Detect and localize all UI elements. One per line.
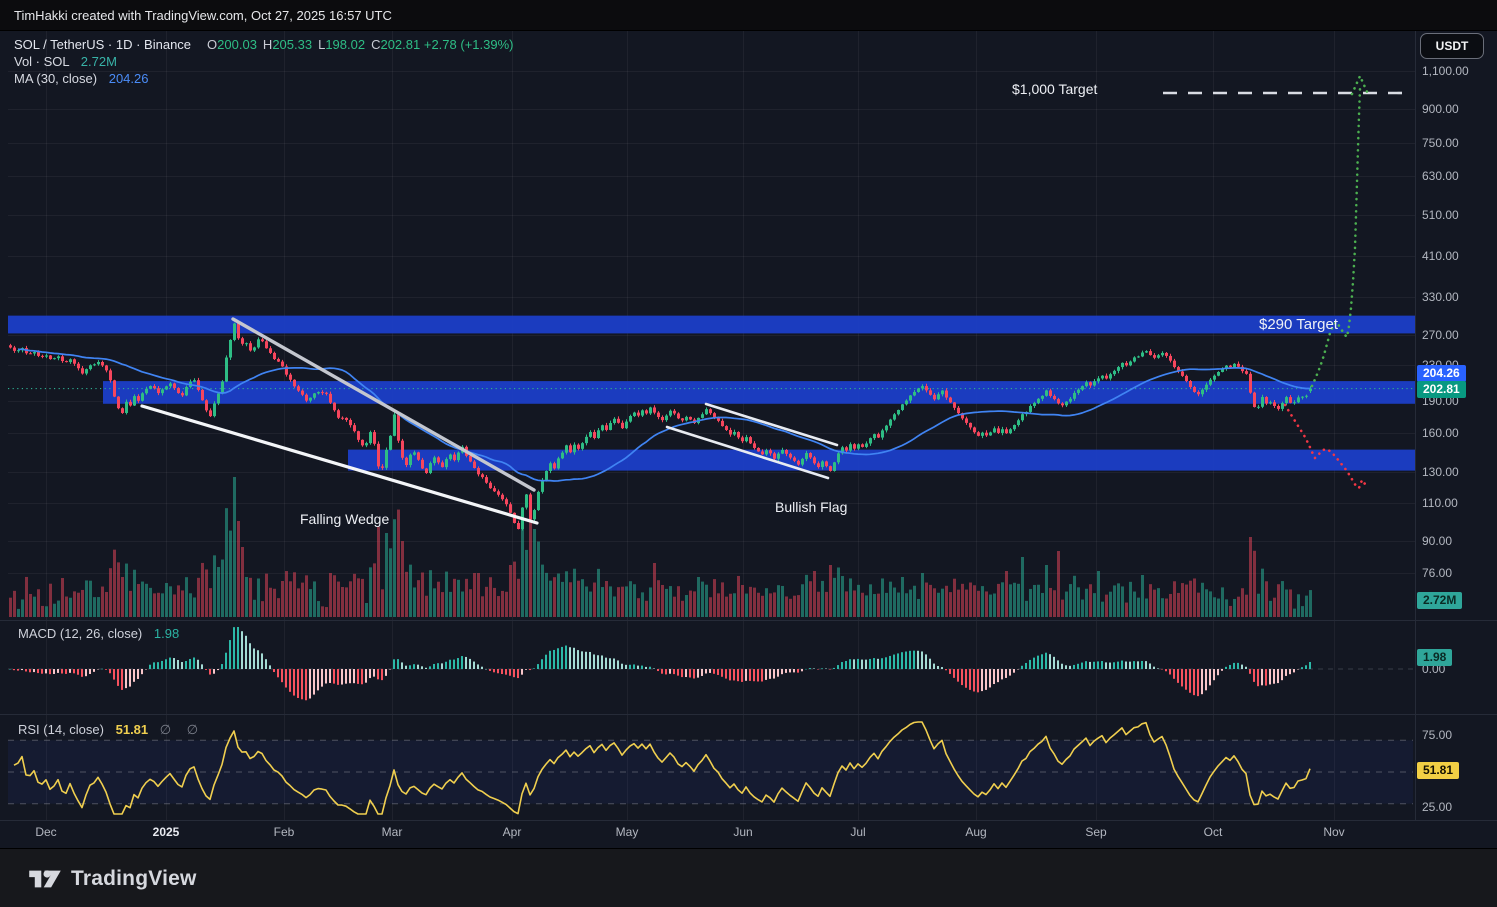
macd-value: 1.98: [153, 626, 180, 641]
time-tick: Apr: [502, 825, 522, 839]
tradingview-brand[interactable]: TradingView: [28, 866, 197, 892]
price-tick: 1,100.00: [1422, 64, 1469, 78]
time-tick: Feb: [273, 825, 295, 839]
time-tick: Dec: [35, 825, 57, 839]
macd-legend[interactable]: MACD (12, 26, close) 1.98: [18, 626, 179, 641]
time-tick: Nov: [1323, 825, 1345, 839]
open-value: 200.03: [217, 37, 257, 52]
symbol-row[interactable]: SOL / TetherUS · 1D · Binance O200.03 H205…: [14, 36, 513, 53]
chart-legend[interactable]: SOL / TetherUS · 1D · Binance O200.03 H205…: [14, 36, 513, 87]
indicator-tick: 75.00: [1422, 728, 1453, 742]
price-tick: 750.00: [1422, 135, 1459, 150]
volume-row[interactable]: Vol · SOL 2.72M: [14, 53, 513, 70]
low-value: 198.02: [325, 37, 366, 52]
price-tick: 76.00: [1422, 565, 1453, 580]
high-label: H: [262, 37, 273, 52]
attribution-bar: TimHakki created with TradingView.com, O…: [0, 0, 1497, 31]
time-tick: 2025: [152, 825, 180, 839]
close-value: 202.81: [380, 37, 421, 52]
price-tick: 270.00: [1422, 327, 1459, 342]
rsi-value: 51.81: [115, 722, 149, 737]
target-290-annotation[interactable]: $290 Target: [1259, 316, 1338, 333]
tradingview-wordmark: TradingView: [71, 866, 197, 890]
time-tick: May: [615, 825, 639, 839]
price-tick: 410.00: [1422, 249, 1459, 264]
time-tick: Oct: [1203, 825, 1223, 839]
price-tick: 90.00: [1422, 534, 1453, 549]
time-tick: Aug: [965, 825, 987, 839]
change-value: +2.78 (+1.39%): [423, 37, 514, 52]
axis-value-label: 202.81: [1417, 381, 1466, 398]
time-tick: Jul: [850, 825, 866, 839]
time-tick: Mar: [381, 825, 403, 839]
price-tick: 630.00: [1422, 168, 1459, 183]
axis-value-label: 2.72M: [1417, 592, 1463, 609]
price-tick: 900.00: [1422, 101, 1459, 116]
high-value: 205.33: [272, 37, 313, 52]
macd-label[interactable]: MACD (12, 26, close): [18, 626, 143, 641]
open-label: O: [207, 37, 218, 52]
rsi-legend[interactable]: RSI (14, close) 51.81 ∅ ∅: [18, 722, 204, 738]
axis-value-label: 1.98: [1417, 649, 1453, 666]
price-tick: 160.00: [1422, 426, 1459, 441]
volume-value: 2.72M: [80, 54, 117, 69]
falling-wedge-annotation[interactable]: Falling Wedge: [300, 511, 390, 527]
axis-value-label: 51.81: [1417, 762, 1460, 779]
bullish-flag-annotation[interactable]: Bullish Flag: [775, 499, 848, 515]
volume-label[interactable]: Vol · SOL: [14, 54, 70, 69]
attribution-text: TimHakki created with TradingView.com, O…: [14, 7, 392, 23]
rsi-hidden-values: ∅ ∅: [159, 722, 205, 737]
ma-value: 204.26: [108, 71, 149, 86]
symbol-title[interactable]: SOL / TetherUS · 1D · Binance: [14, 37, 192, 52]
close-label: C: [371, 37, 381, 52]
bottom-brand-bar: TradingView: [0, 848, 1497, 907]
ma-label[interactable]: MA (30, close): [14, 71, 98, 86]
price-tick: 510.00: [1422, 208, 1459, 223]
axis-value-label: 204.26: [1417, 365, 1466, 382]
time-tick: Sep: [1085, 825, 1107, 839]
price-tick: 110.00: [1422, 496, 1458, 511]
rsi-label[interactable]: RSI (14, close): [18, 722, 104, 737]
target-1000-annotation[interactable]: $1,000 Target: [1012, 81, 1098, 97]
price-tick: 130.00: [1422, 465, 1459, 480]
tradingview-logo-icon: [29, 869, 61, 887]
time-tick: Jun: [733, 825, 753, 839]
currency-toggle-button[interactable]: USDT: [1420, 33, 1484, 59]
indicator-tick: 25.00: [1422, 800, 1453, 814]
low-label: L: [318, 37, 326, 52]
price-tick: 330.00: [1422, 290, 1459, 305]
ma-row[interactable]: MA (30, close) 204.26: [14, 70, 513, 87]
